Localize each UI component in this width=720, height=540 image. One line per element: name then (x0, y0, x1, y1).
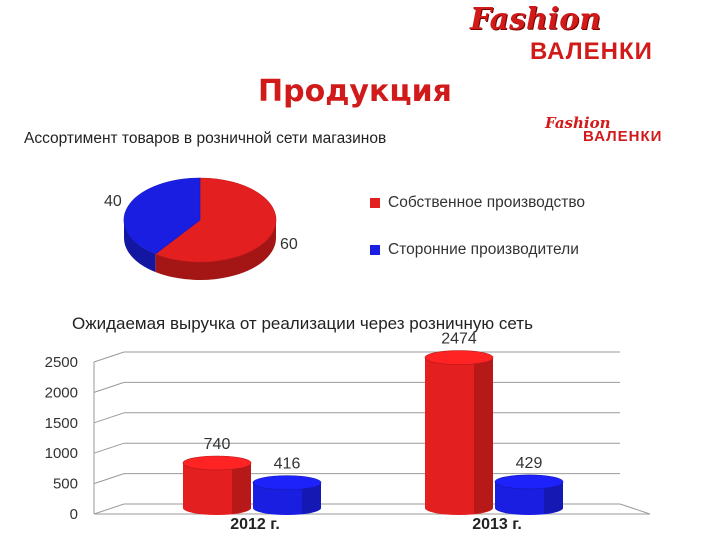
pie-data-label: 60 (280, 236, 298, 253)
gridline (93, 473, 125, 485)
y-tick-label: 2000 (45, 384, 78, 401)
legend-swatch-red (370, 198, 380, 208)
pie-data-label: 40 (104, 193, 122, 210)
gridline (93, 442, 125, 454)
gridline (93, 351, 125, 363)
legend-label: Сторонние производители (388, 241, 579, 258)
pie-slice-third-party (123, 177, 201, 255)
page-title: Продукция (258, 74, 452, 109)
small-logo-name: ВАЛЕНКИ (583, 128, 663, 145)
legend-label: Собственное производство (388, 194, 586, 211)
pie-slice-side (155, 220, 276, 280)
gridline (93, 381, 125, 393)
small-logo-script: Fashion (545, 114, 611, 132)
y-tick-label: 500 (53, 476, 78, 493)
y-tick-label: 1000 (45, 445, 78, 462)
bar-chart: 0 500 1000 1500 2000 2500 740 416 2012 г. 2474 429… (45, 331, 651, 533)
y-tick-label: 1500 (45, 415, 78, 432)
gridline (93, 503, 125, 515)
y-tick-label: 0 (70, 506, 78, 523)
bar (494, 474, 564, 515)
bar (182, 455, 252, 515)
legend-swatch-blue (370, 245, 380, 255)
bar-data-label: 429 (516, 455, 543, 472)
brand-logo-name: ВАЛЕНКИ (530, 38, 653, 65)
revenue-chart-title: Ожидаемая выручка от реализации через ро… (72, 314, 533, 333)
bar (424, 350, 494, 515)
brand-logo-script: Fashion (470, 2, 602, 37)
x-tick-label: 2012 г. (230, 516, 280, 533)
assortment-chart-title: Ассортимент товаров в розничной сети маг… (24, 130, 387, 147)
bar-data-label: 2474 (441, 331, 477, 348)
legend-item-third-party: Сторонние производители (370, 241, 579, 259)
axis-line (619, 503, 651, 515)
gridline (93, 412, 125, 424)
y-tick-label: 2500 (45, 354, 78, 371)
x-tick-label: 2013 г. (472, 516, 522, 533)
pie-chart: 60 40 (104, 177, 298, 280)
bar (252, 475, 322, 515)
bar-data-label: 740 (204, 436, 231, 453)
bar-data-label: 416 (274, 456, 301, 473)
legend-item-own-production: Собственное производство (370, 194, 585, 212)
pie-slice-own-production (154, 177, 277, 263)
